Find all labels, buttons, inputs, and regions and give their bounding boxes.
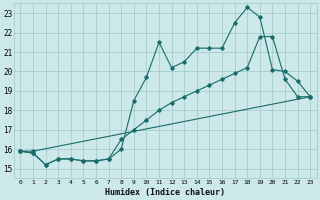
X-axis label: Humidex (Indice chaleur): Humidex (Indice chaleur) (105, 188, 225, 197)
